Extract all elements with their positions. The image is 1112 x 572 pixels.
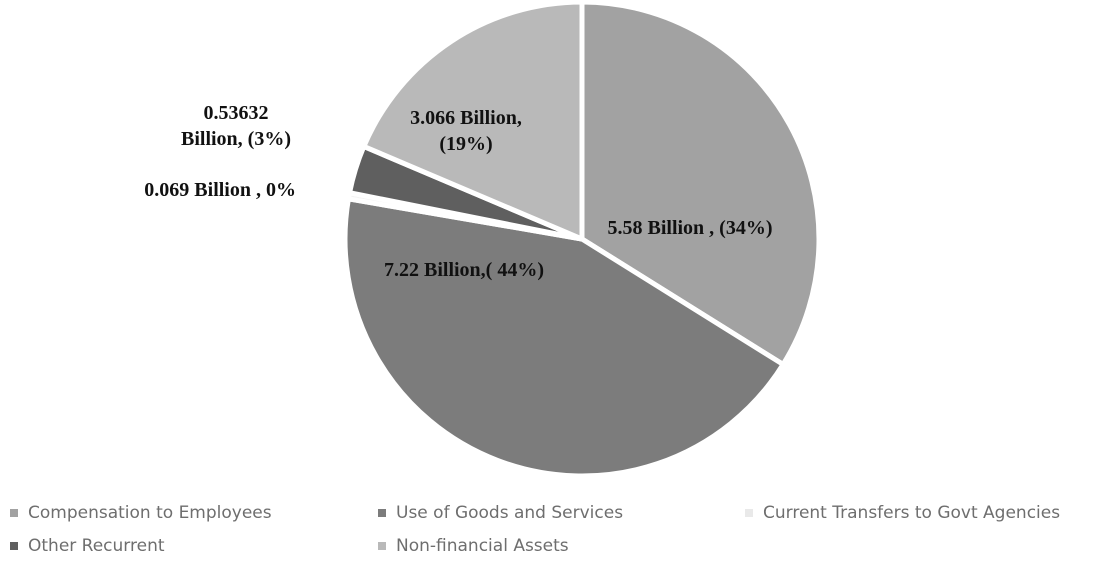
slice-goods-services xyxy=(342,195,787,479)
slice-non-financial-assets xyxy=(360,0,585,243)
legend-swatch-current-transfers xyxy=(745,509,753,517)
legend-label-compensation: Compensation to Employees xyxy=(28,503,272,523)
legend-swatch-other-recurrent xyxy=(10,542,18,550)
legend-item-current-transfers: Current Transfers to Govt Agencies xyxy=(745,498,1060,528)
legend: Compensation to Employees Use of Goods a… xyxy=(0,498,1112,572)
slice-labels: 5.58 Billion , (34%) 7.22 Billion,( 44%) 0… xyxy=(144,102,772,281)
legend-label-current-transfers: Current Transfers to Govt Agencies xyxy=(763,503,1061,523)
legend-swatch-non-financial-assets xyxy=(378,542,386,550)
legend-item-other-recurrent: Other Recurrent xyxy=(10,531,165,561)
legend-label-other-recurrent: Other Recurrent xyxy=(28,536,165,556)
legend-label-goods-services: Use of Goods and Services xyxy=(396,503,624,523)
legend-swatch-goods-services xyxy=(378,509,386,517)
data-label-non-financial-assets: 3.066 Billion, (19%) xyxy=(410,107,522,155)
data-label-compensation: 5.58 Billion , (34%) xyxy=(607,217,772,239)
legend-swatch-compensation xyxy=(10,509,18,517)
data-label-other-recurrent: 0.53632 Billion, (3%) xyxy=(181,102,291,150)
data-label-current-transfers: 0.069 Billion , 0% xyxy=(144,179,296,201)
pie-plot: 5.58 Billion , (34%) 7.22 Billion,( 44%) 0… xyxy=(144,0,822,479)
legend-item-non-financial-assets: Non-financial Assets xyxy=(378,531,569,561)
data-label-goods-services: 7.22 Billion,( 44%) xyxy=(384,259,544,281)
legend-label-non-financial-assets: Non-financial Assets xyxy=(396,536,569,556)
legend-item-goods-services: Use of Goods and Services xyxy=(378,498,623,528)
legend-item-compensation: Compensation to Employees xyxy=(10,498,272,528)
pie-slices xyxy=(342,0,822,479)
